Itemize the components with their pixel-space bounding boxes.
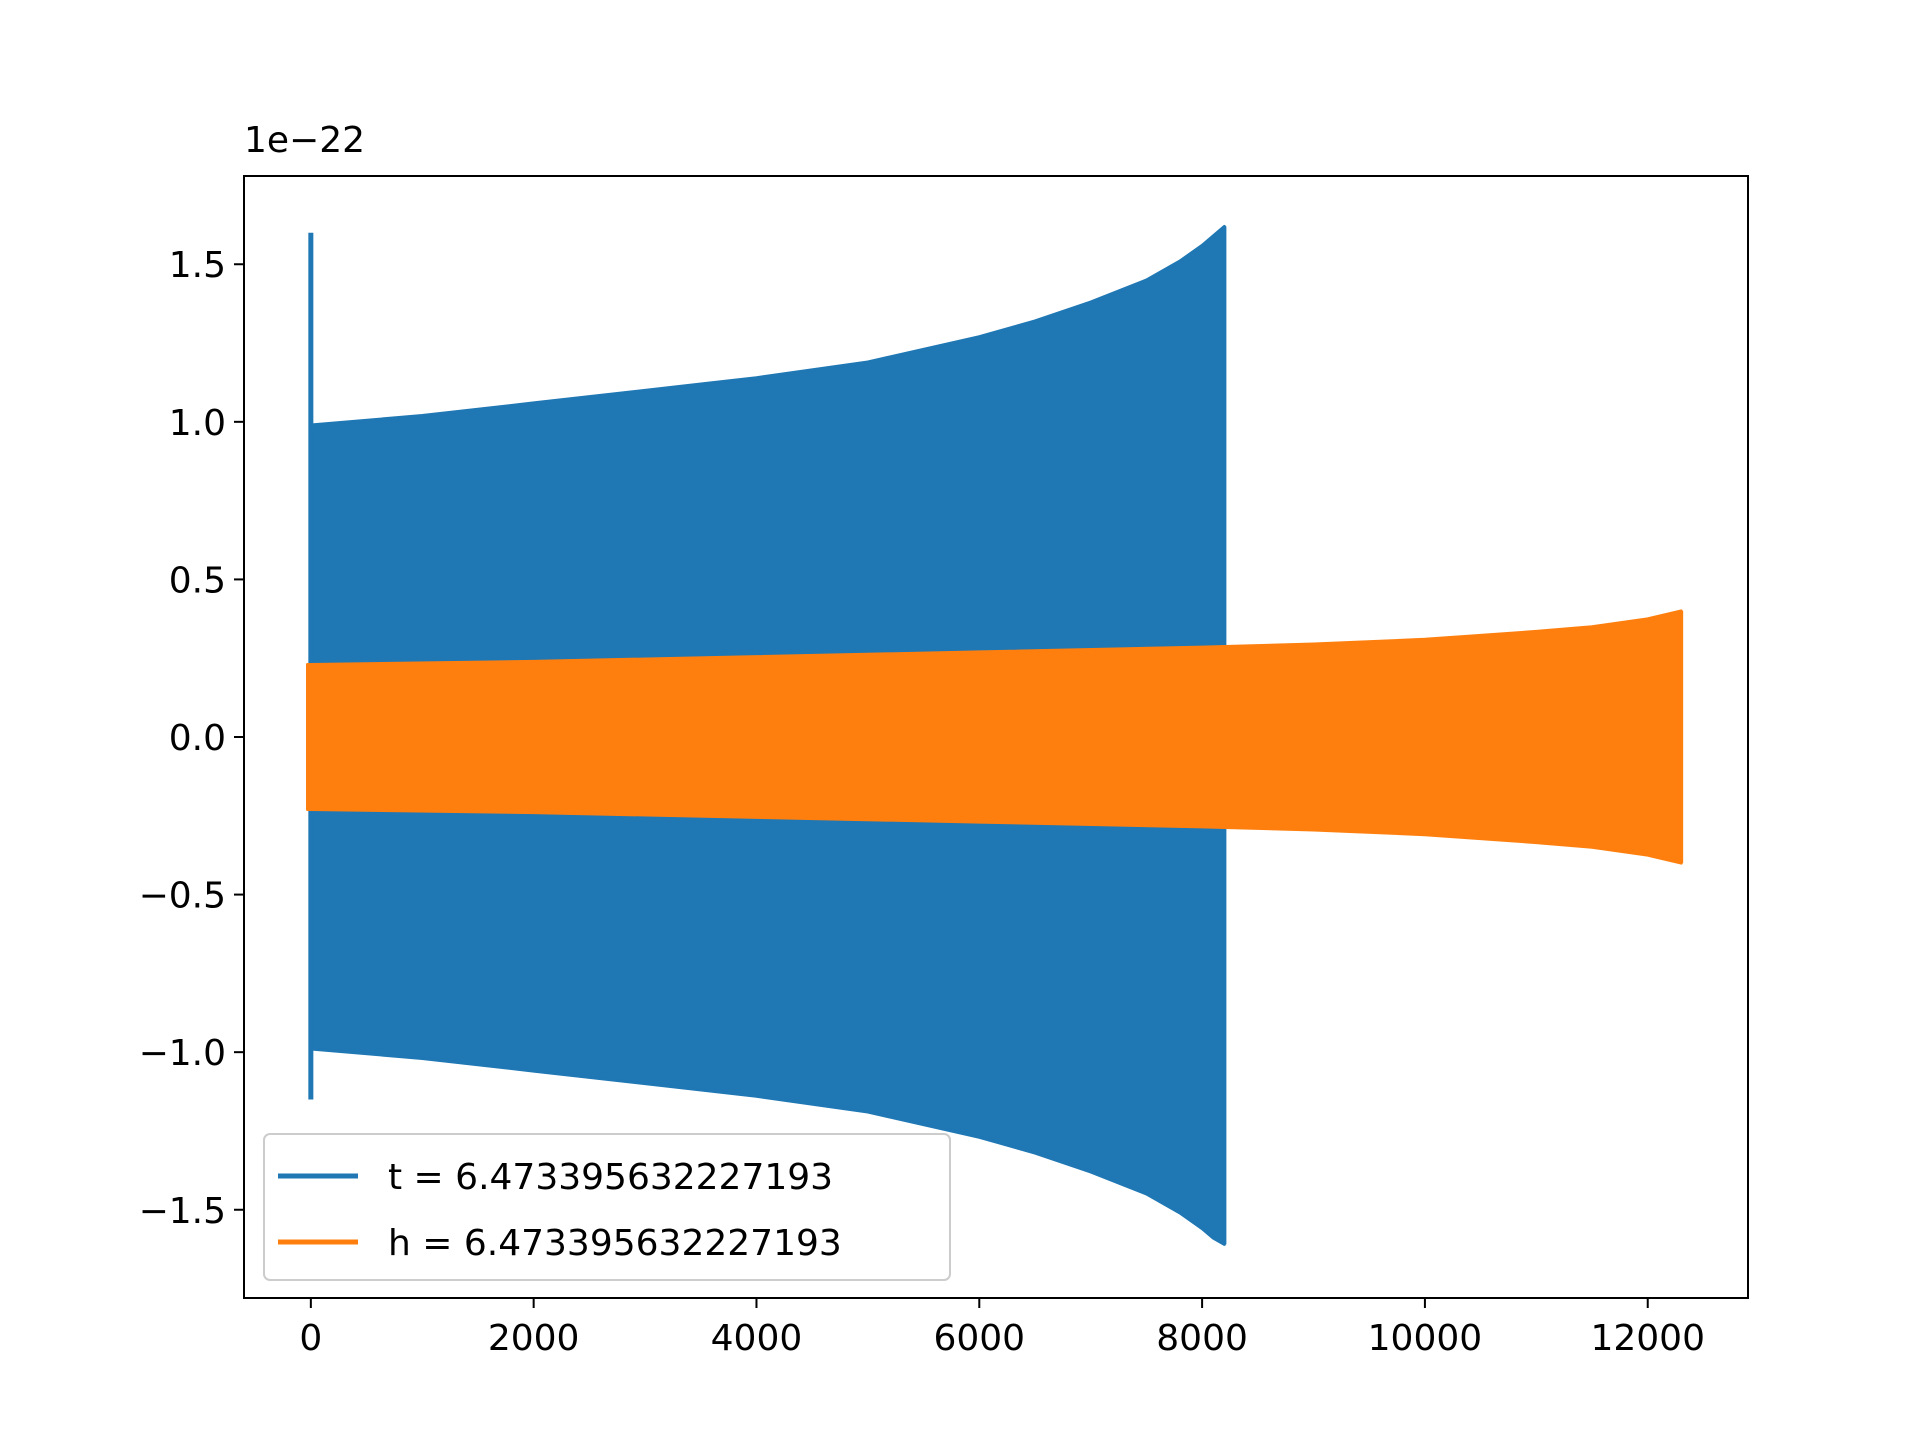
legend-item-h: h = 6.473395632227193: [278, 1223, 842, 1264]
y-tick-label: −0.5: [139, 876, 226, 917]
y-tick-label: 1.0: [169, 403, 226, 444]
x-tick-label: 8000: [1156, 1318, 1248, 1359]
plot-area: [306, 224, 1684, 1246]
series-h-envelope: [306, 609, 1683, 865]
y-offset-label: 1e−22: [244, 120, 365, 161]
y-tick-label: 0.0: [169, 718, 226, 759]
x-axis: 0 2000 4000 6000 8000 10000 12000: [299, 1298, 1705, 1359]
legend-box: [263, 1133, 951, 1281]
y-tick-label: 1.5: [169, 245, 226, 286]
legend-item-t: t = 6.473395632227193: [278, 1157, 833, 1198]
x-tick-label: 6000: [933, 1318, 1025, 1359]
y-tick-label: 0.5: [169, 560, 226, 601]
y-tick-label: −1.0: [139, 1033, 226, 1074]
x-tick-label: 0: [299, 1318, 322, 1359]
x-tick-label: 10000: [1368, 1318, 1483, 1359]
x-tick-label: 2000: [488, 1318, 580, 1359]
legend-label: h = 6.473395632227193: [388, 1223, 842, 1264]
legend-label: t = 6.473395632227193: [388, 1157, 833, 1198]
series-h: [306, 609, 1684, 865]
x-tick-label: 4000: [711, 1318, 803, 1359]
x-tick-label: 12000: [1590, 1318, 1705, 1359]
y-axis: −1.5 −1.0 −0.5 0.0 0.5 1.0 1.5: [139, 245, 244, 1232]
y-tick-label: −1.5: [139, 1191, 226, 1232]
legend: t = 6.473395632227193 h = 6.4733956322271…: [263, 1133, 951, 1281]
